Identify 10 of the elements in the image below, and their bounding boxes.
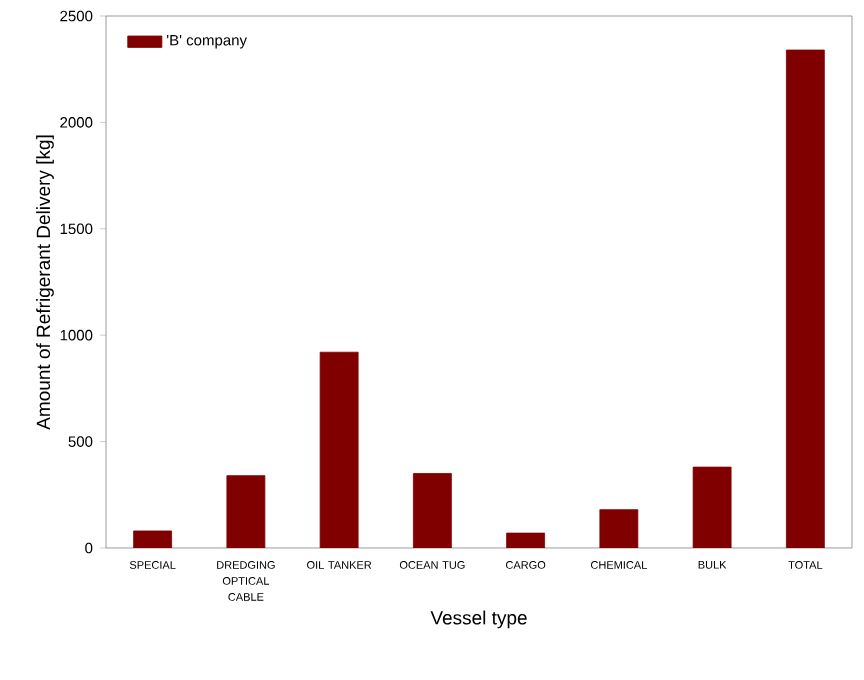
bar — [226, 475, 266, 548]
bar — [133, 530, 173, 548]
bar — [692, 466, 732, 548]
bar — [412, 473, 452, 548]
x-axis-title: Vessel type — [430, 610, 527, 629]
y-axis-title: Amount of Refrigerant Delivery [kg] — [36, 135, 54, 430]
bar — [599, 509, 639, 548]
bar — [785, 49, 825, 548]
bar — [319, 351, 359, 548]
bar — [506, 532, 546, 548]
